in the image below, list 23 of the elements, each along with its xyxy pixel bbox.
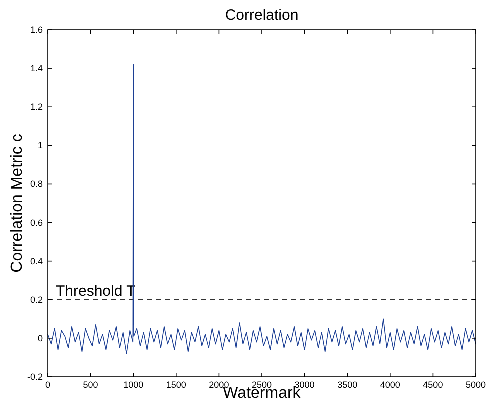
- y-tick-label: 1.6: [30, 25, 43, 35]
- x-tick-label: 2500: [252, 380, 272, 390]
- y-tick-label: 1: [38, 140, 43, 151]
- x-tick-label: 5000: [466, 380, 486, 390]
- y-tick-label: 0.2: [30, 294, 43, 305]
- y-tick-label: 1.2: [30, 102, 43, 112]
- x-tick-label: 4500: [423, 380, 444, 390]
- y-tick-label: 0.6: [30, 218, 43, 228]
- y-tick-label: 1.4: [30, 64, 43, 74]
- y-tick-label: 0: [38, 333, 43, 344]
- line-series: [48, 64, 476, 354]
- y-tick-label: -0.2: [27, 372, 43, 382]
- x-tick-label: 2000: [209, 380, 230, 390]
- x-tick-label: 500: [83, 380, 98, 390]
- x-tick-label: 3500: [338, 380, 358, 390]
- chart-title: Correlation: [225, 7, 299, 24]
- x-tick-label: 1000: [124, 380, 144, 390]
- y-axis-title: Correlation Metric c: [9, 134, 26, 273]
- y-tick-label: 0.8: [30, 179, 43, 190]
- x-tick-label: 0: [45, 380, 51, 390]
- x-tick-label: 1500: [166, 380, 186, 390]
- y-tick-label: 0.4: [30, 256, 43, 266]
- x-tick-label: 4000: [380, 380, 400, 390]
